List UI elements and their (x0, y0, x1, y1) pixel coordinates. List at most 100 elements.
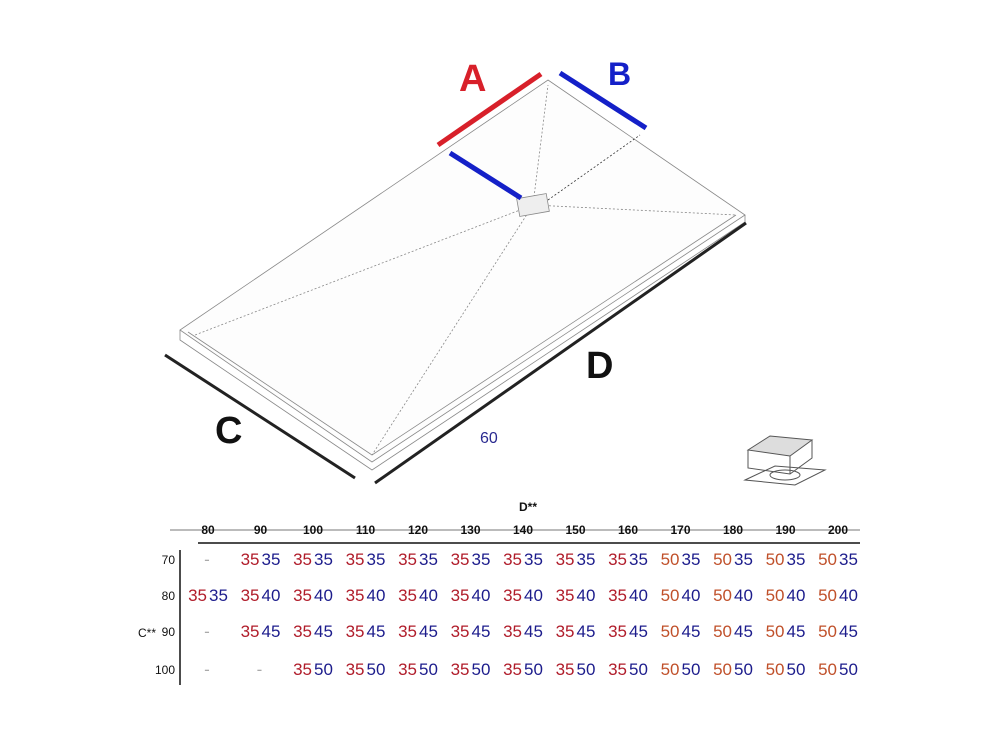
value-a: 35 (240, 622, 260, 641)
value-b: 45 (576, 622, 596, 641)
value-a: 35 (450, 586, 470, 605)
value-b: 35 (314, 550, 333, 569)
value-b: 40 (314, 586, 333, 605)
row-label: 100 (154, 663, 175, 677)
table-cell: 35 35 (293, 550, 333, 570)
value-b: 50 (734, 660, 753, 679)
value-b: 35 (419, 550, 438, 569)
row-label: 90 (161, 625, 175, 639)
value-a: 35 (555, 550, 575, 569)
value-b: 40 (261, 586, 281, 605)
value-a: 35 (398, 622, 417, 641)
value-b: 45 (734, 622, 753, 641)
value-b: 35 (681, 550, 701, 569)
table-cell: 50 50 (713, 660, 753, 680)
value-b: 40 (471, 586, 491, 605)
value-b: 35 (839, 550, 858, 569)
table-cell: 35 35 (503, 550, 543, 570)
table-cell: 35 35 (188, 586, 228, 606)
label-a: A (459, 58, 487, 100)
value-a: 50 (818, 622, 837, 641)
table-cell: 35 40 (503, 586, 543, 606)
value-b: 45 (314, 622, 333, 641)
table-cell: 35 45 (241, 622, 281, 642)
value-a: 50 (765, 622, 785, 641)
row-label: 70 (161, 553, 175, 567)
column-header: D** (518, 500, 538, 514)
value-b: 40 (524, 586, 543, 605)
table-cell: 35 40 (346, 586, 386, 606)
value-a: - (256, 660, 263, 679)
value-b: 35 (261, 550, 281, 569)
value-a: 35 (450, 622, 470, 641)
drain (516, 193, 550, 217)
value-b: 35 (524, 550, 543, 569)
table-cell: 35 50 (346, 660, 386, 680)
column-label: 180 (722, 523, 744, 537)
value-b: 35 (734, 550, 753, 569)
value-a: 35 (293, 550, 312, 569)
table-cell: 35 40 (608, 586, 648, 606)
table-cell: 50 35 (713, 550, 753, 570)
label-60: 60 (480, 430, 498, 447)
table-cell: 50 45 (818, 622, 858, 642)
value-a: 50 (713, 550, 732, 569)
table-cell: 35 40 (241, 586, 281, 606)
table-cell: 50 45 (661, 622, 701, 642)
table-cell: - (257, 660, 265, 680)
table-cell: 35 50 (451, 660, 491, 680)
table-cell: 50 40 (661, 586, 701, 606)
label-c: C (215, 410, 243, 452)
table-cell: 50 50 (661, 660, 701, 680)
table-cell: 50 35 (661, 550, 701, 570)
value-a: 35 (608, 550, 627, 569)
column-label: 160 (617, 523, 639, 537)
value-a: 35 (240, 550, 260, 569)
value-b: 45 (786, 622, 806, 641)
table-cell: 35 35 (398, 550, 438, 570)
dimension-b (558, 70, 648, 131)
value-b: 50 (366, 660, 386, 679)
table-cell: 35 50 (503, 660, 543, 680)
value-a: 35 (555, 660, 575, 679)
table-cell: 35 40 (293, 586, 333, 606)
value-b: 40 (629, 586, 648, 605)
table-cell: 50 40 (766, 586, 806, 606)
table-cell: 50 45 (713, 622, 753, 642)
value-a: 35 (555, 586, 575, 605)
value-a: 50 (818, 660, 837, 679)
tray-outline (179, 79, 746, 463)
value-a: 50 (818, 586, 837, 605)
value-b: 45 (681, 622, 701, 641)
table-cell: - (204, 660, 212, 680)
value-b: 50 (576, 660, 596, 679)
value-a: 50 (713, 586, 732, 605)
row-label: 80 (161, 589, 175, 603)
value-b: 40 (576, 586, 596, 605)
table-cell: 50 40 (818, 586, 858, 606)
table-cell: 50 50 (766, 660, 806, 680)
value-a: 50 (765, 586, 785, 605)
value-a: 35 (345, 660, 365, 679)
value-b: 40 (839, 586, 858, 605)
value-a: 35 (345, 586, 365, 605)
table-cell: 35 50 (293, 660, 333, 680)
value-b: 45 (839, 622, 858, 641)
value-b: 35 (209, 586, 228, 605)
value-b: 50 (681, 660, 701, 679)
column-label: 130 (460, 523, 481, 537)
value-b: 40 (681, 586, 701, 605)
dimension-a (436, 71, 543, 148)
value-a: 35 (503, 622, 522, 641)
value-a: 35 (293, 586, 312, 605)
value-a: 35 (345, 550, 365, 569)
value-b: 35 (471, 550, 491, 569)
table-cell: 35 50 (608, 660, 648, 680)
value-a: 35 (345, 622, 365, 641)
column-label: 140 (512, 523, 534, 537)
table-cell: 50 45 (766, 622, 806, 642)
table-cell: 35 45 (398, 622, 438, 642)
value-a: - (204, 550, 210, 569)
column-label: 170 (670, 523, 691, 537)
table-cell: 50 35 (818, 550, 858, 570)
